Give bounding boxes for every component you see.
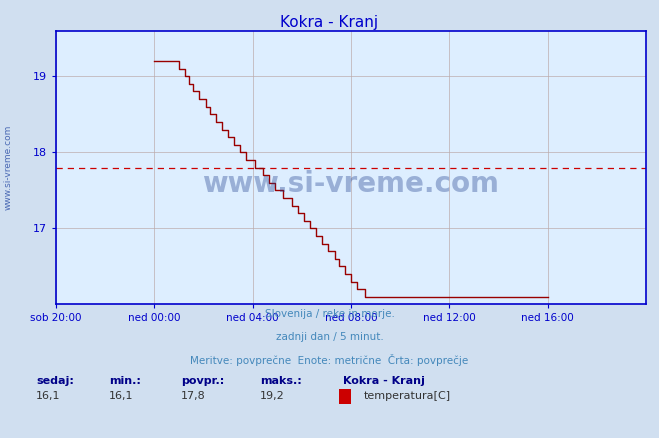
Text: min.:: min.: <box>109 376 140 386</box>
Text: Slovenija / reke in morje.: Slovenija / reke in morje. <box>264 309 395 319</box>
Text: Kokra - Kranj: Kokra - Kranj <box>343 376 424 386</box>
Text: Kokra - Kranj: Kokra - Kranj <box>281 15 378 30</box>
Text: www.si-vreme.com: www.si-vreme.com <box>202 170 500 198</box>
Text: 17,8: 17,8 <box>181 392 206 401</box>
Text: 19,2: 19,2 <box>260 392 285 401</box>
Text: temperatura[C]: temperatura[C] <box>364 392 451 401</box>
Text: Meritve: povprečne  Enote: metrične  Črta: povprečje: Meritve: povprečne Enote: metrične Črta:… <box>190 354 469 366</box>
Text: zadnji dan / 5 minut.: zadnji dan / 5 minut. <box>275 332 384 342</box>
Text: sedaj:: sedaj: <box>36 376 74 386</box>
Text: 16,1: 16,1 <box>109 392 133 401</box>
Text: povpr.:: povpr.: <box>181 376 225 386</box>
Text: www.si-vreme.com: www.si-vreme.com <box>3 125 13 210</box>
Text: 16,1: 16,1 <box>36 392 61 401</box>
Text: maks.:: maks.: <box>260 376 302 386</box>
